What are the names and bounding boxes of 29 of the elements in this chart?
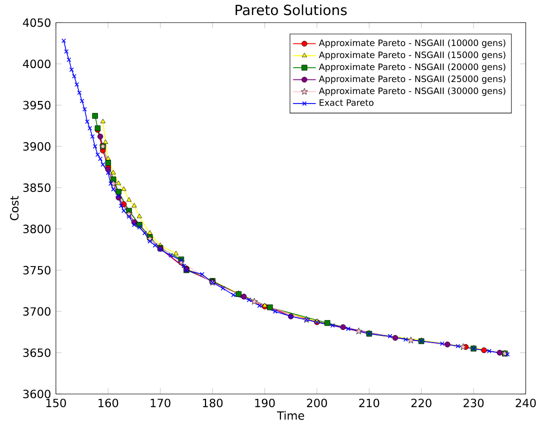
x-tick-label: 160 (98, 398, 118, 408)
y-tick-label: 3650 (23, 348, 50, 358)
x-tick-label: 210 (359, 398, 380, 408)
y-tick-label: 3700 (23, 307, 50, 316)
x-tick-label: 200 (306, 398, 327, 408)
legend-label: Exact Pareto (320, 99, 374, 106)
legend-label: Approximate Pareto - NSGAII (20000 gens) (318, 63, 506, 72)
chart-title: Pareto Solutions (236, 4, 347, 16)
legend-label: Approximate Pareto - NSGAII (10000 gens) (318, 39, 506, 48)
y-tick-label: 3900 (23, 142, 50, 151)
x-tick-label: 220 (411, 398, 432, 408)
y-axis-title: Cost (10, 196, 19, 220)
legend-label: Approximate Pareto - NSGAII (15000 gens) (318, 51, 506, 60)
x-tick-label: 240 (516, 398, 536, 408)
x-tick-label: 230 (464, 398, 484, 408)
y-tick-label: 3750 (23, 266, 50, 275)
legend-label: Approximate Pareto - NSGAII (30000 gens) (318, 87, 506, 96)
y-tick-label: 3950 (23, 100, 50, 110)
legend-label: Approximate Pareto - NSGAII (25000 gens) (318, 75, 506, 84)
y-tick-label: 4050 (22, 18, 50, 27)
x-axis-title: Time (276, 411, 304, 420)
y-tick-label: 4000 (22, 60, 50, 68)
x-tick-label: 170 (150, 398, 170, 408)
x-tick-label: 190 (255, 398, 275, 408)
y-tick-label: 3850 (23, 183, 50, 192)
y-tick-label: 3600 (23, 390, 50, 398)
x-tick-label: 180 (202, 398, 223, 408)
y-tick-label: 3800 (23, 224, 50, 234)
x-tick-label: 150 (46, 398, 66, 408)
